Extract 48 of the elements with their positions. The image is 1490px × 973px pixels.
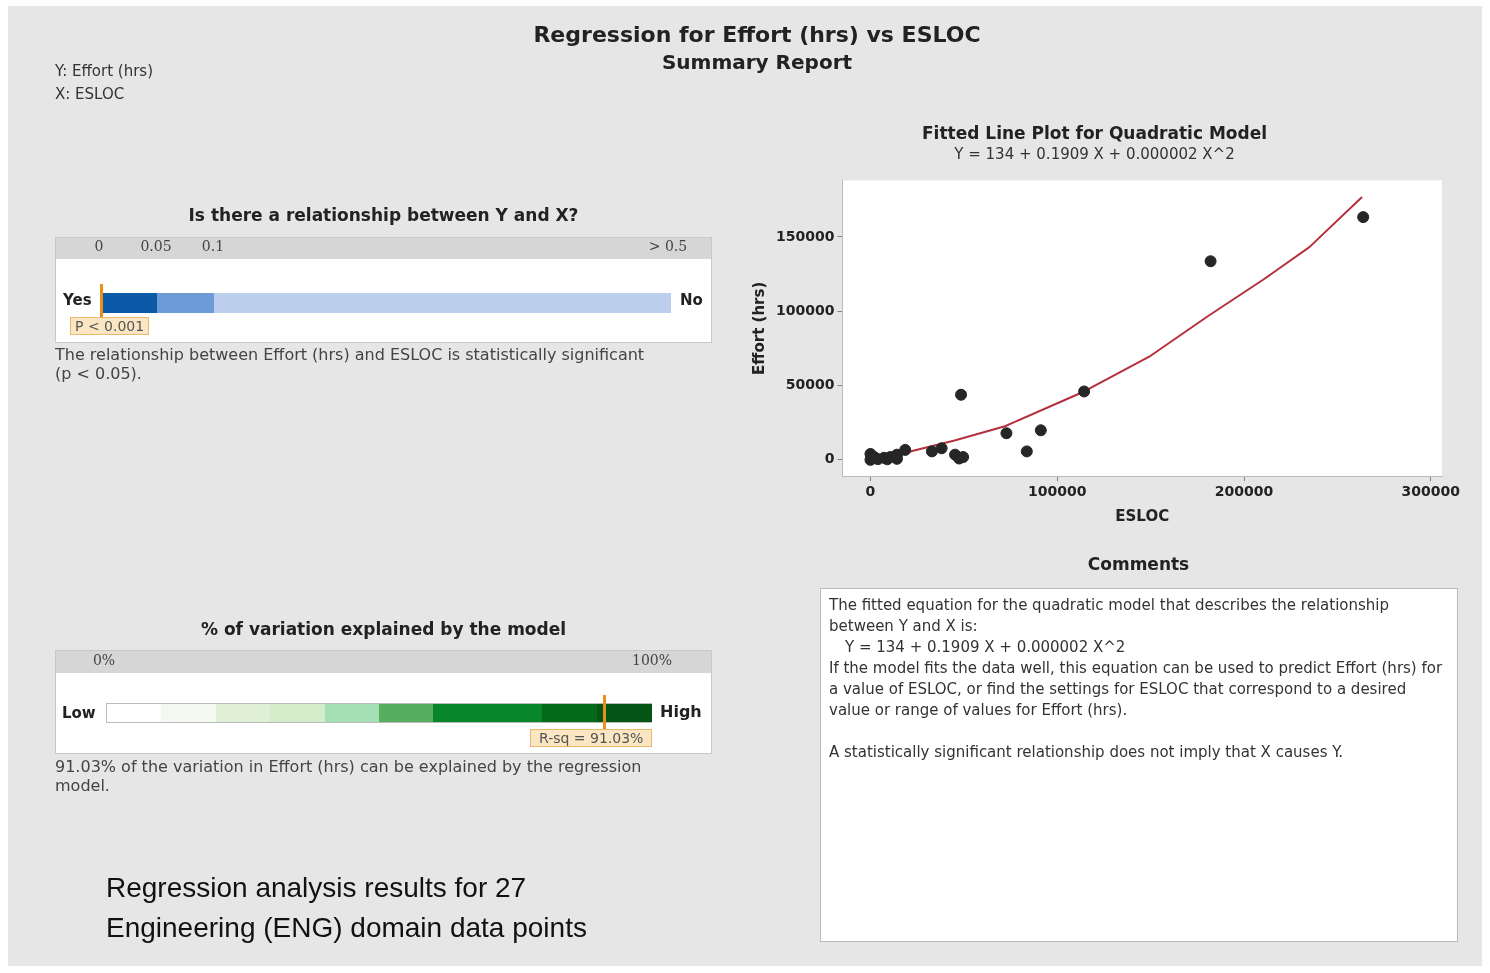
text: The fitted equation for the quadratic model that describes the relationship between Y and X is: <box>829 595 1391 637</box>
chart-subtitle: Y = 134 + 0.1909 X + 0.000002 X^2 <box>953 145 1235 164</box>
x-axis-title: ESLOC <box>1115 506 1170 525</box>
x-tick-label: 100000 <box>1028 483 1087 500</box>
text: If the model fits the data well, this equation can be used to predict Effort (hrs) for a value of ESLOC, or find the settings for ESLOC that correspond to a desired value or range of values for Effort (hrs). <box>829 658 1444 721</box>
text: Summary Report <box>660 50 854 74</box>
text: P < 0.001 <box>70 317 150 335</box>
text: 0.1 <box>200 238 226 254</box>
text: Low <box>62 704 96 722</box>
point <box>955 388 968 401</box>
point <box>1357 211 1370 224</box>
text: 91.03% of the variation in Effort (hrs) can be explained by the regression model. <box>55 757 643 795</box>
point <box>899 443 912 456</box>
text: Is there a relationship between Y and X? <box>187 205 580 225</box>
point <box>935 442 948 455</box>
x-tick-label: 300000 <box>1401 483 1461 500</box>
text: No <box>680 291 703 309</box>
y-axis-title: Effort (hrs) <box>749 281 768 375</box>
y-tick-label: 50000 <box>785 376 835 393</box>
x-tick-label: 200000 <box>1214 483 1274 500</box>
text: A statistically significant relationship does not imply that X causes Y. <box>829 742 1345 763</box>
text: Yes <box>63 291 92 309</box>
text: Y: Effort (hrs) <box>55 62 153 80</box>
text: 100% <box>631 652 673 668</box>
y-tick-label: 100000 <box>775 301 835 318</box>
chart-title: Fitted Line Plot for Quadratic Model <box>921 122 1268 143</box>
text: Regression analysis results for 27 Engineering (ENG) domain data points <box>106 871 588 945</box>
text: Comments <box>1086 554 1191 574</box>
point <box>1000 427 1013 440</box>
x-tick-label: 0 <box>865 483 876 500</box>
text: R-sq = 91.03% <box>530 729 653 747</box>
text: High <box>660 702 702 721</box>
text: 0.05 <box>139 238 173 254</box>
point <box>1020 445 1033 458</box>
text: Regression for Effort (hrs) vs ESLOC <box>532 22 982 47</box>
text: % of variation explained by the model <box>199 619 568 639</box>
y-tick-label: 150000 <box>775 227 835 244</box>
y-tick-label: 0 <box>824 450 835 467</box>
point <box>1034 424 1047 437</box>
text: Y = 134 + 0.1909 X + 0.000002 X^2 <box>844 637 1127 658</box>
point <box>1078 385 1091 398</box>
point <box>1204 255 1217 268</box>
text: X: ESLOC <box>55 85 125 103</box>
text: The relationship between Effort (hrs) and ESLOC is statistically significant (p < 0.05). <box>55 345 646 383</box>
point <box>925 445 938 458</box>
text: > 0.5 <box>647 238 689 254</box>
text: 0 <box>93 238 105 254</box>
text: 0% <box>91 652 117 668</box>
